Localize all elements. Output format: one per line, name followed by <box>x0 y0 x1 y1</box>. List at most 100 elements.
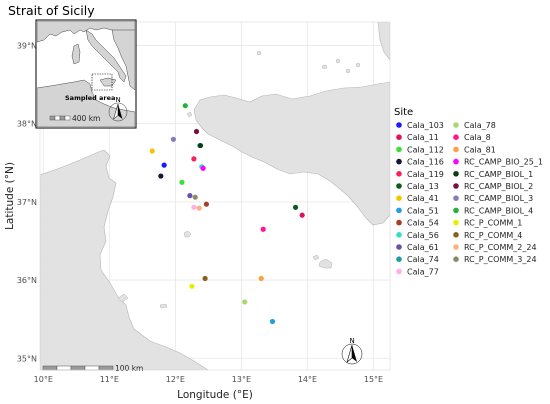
north-arrow-half-light <box>346 344 353 363</box>
site-point-cala-116: Cala_116 <box>158 173 164 179</box>
legend-column-1: Cala_103 Cala_11 Cala_112 Cala_116 Cala_119 C… <box>396 121 444 276</box>
inset-scale-segment <box>49 115 56 121</box>
legend-key <box>453 158 459 165</box>
inset-scale-bar: 400 km <box>49 114 100 123</box>
inset-north-half-dark <box>118 104 123 119</box>
inset-map: Sampled area 400 km N <box>35 19 137 129</box>
legend-label: Cala_54 <box>407 219 439 228</box>
site-point-rc-p-comm-1: RC_P_COMM_1 <box>189 283 195 289</box>
site-point-cala-119: Cala_119 <box>191 156 197 162</box>
legend-title: Site <box>394 107 413 118</box>
legend-column-2: Cala_78 Cala_8 Cala_81 RC_CAMP_BIO_25_1 RC_C… <box>453 121 543 264</box>
legend-key <box>396 122 402 128</box>
legend-label: RC_CAMP_BIOL_1 <box>464 170 533 179</box>
y-axis-title: Latitude (°N) <box>4 162 16 230</box>
site-point-rc-camp-biol-4: RC_CAMP_BIOL_4 <box>182 103 188 109</box>
site-point-rc-p-comm-4: RC_P_COMM_4 <box>202 275 208 282</box>
legend-key <box>396 146 402 153</box>
legend-label: Cala_112 <box>407 145 444 154</box>
site-point-cala-77: Cala_77 <box>191 204 197 210</box>
legend-label: Cala_11 <box>407 133 439 142</box>
site-point-rc-camp-bio-25-1: RC_CAMP_BIO_25_1 <box>200 165 206 171</box>
legend-label: RC_P_COMM_2_24 <box>464 243 537 252</box>
site-point-rc-camp-biol-2: RC_CAMP_BIOL_2 <box>193 128 200 135</box>
site-points: Cala_103 Cala_11 Cala_112 Cala_116 Cala_119 C… <box>149 103 305 325</box>
legend-key <box>396 244 402 250</box>
aeolian-island-c <box>345 68 351 74</box>
y-tick-label: 36°N <box>17 276 37 285</box>
gozo-island <box>312 254 320 261</box>
x-tick-label: 14°E <box>298 375 317 384</box>
legend-key <box>396 207 402 214</box>
site-point-cala-61: Cala_61 <box>187 193 193 199</box>
legend-key <box>396 232 402 238</box>
site-point-cala-11: Cala_11 <box>299 212 305 218</box>
legend-key <box>396 171 402 177</box>
legend-label: Cala_61 <box>407 243 439 252</box>
site-point-cala-8: Cala_8 <box>260 226 266 232</box>
legend-label: RC_P_COMM_4 <box>464 231 522 240</box>
aeolian-island-d <box>355 62 361 68</box>
legend-label: RC_CAMP_BIOL_2 <box>464 182 533 191</box>
site-point-rc-p-comm-2-24: RC_P_COMM_2_24 <box>196 205 202 211</box>
site-point-cala-112: Cala_112 <box>179 179 185 185</box>
north-arrow-icon: N <box>341 337 363 365</box>
legend-label: RC_P_COMM_3_24 <box>464 255 537 264</box>
scale-bar-segment <box>56 365 72 371</box>
site-point-cala-13: Cala_13 <box>292 204 299 210</box>
legend-key <box>396 134 402 140</box>
legend-label: RC_CAMP_BIO_25_1 <box>464 158 543 167</box>
site-point-cala-41: Cala_41 <box>149 148 155 154</box>
ustica-island <box>256 50 262 56</box>
legend-label: Cala_13 <box>407 182 439 191</box>
aeolian-island-a <box>321 64 328 70</box>
inset-north-half-light <box>113 103 119 120</box>
sicily-landmass <box>193 81 390 226</box>
inset-balkans <box>111 29 135 91</box>
inset-sampled-box <box>91 73 113 91</box>
legend-label: Cala_119 <box>407 170 444 179</box>
legend-label: RC_CAMP_BIOL_3 <box>464 194 533 203</box>
map-title: Strait of Sicily <box>8 3 95 18</box>
legend-key <box>453 244 459 250</box>
scale-bar-segment <box>98 365 114 371</box>
site-point-rc-p-comm-3-24: RC_P_COMM_3_24 <box>192 194 198 200</box>
legend-key <box>396 256 402 263</box>
y-tick-label: 38°N <box>17 120 37 129</box>
pantelleria-island <box>183 230 192 238</box>
legend-label: Cala_103 <box>407 121 444 130</box>
inset-north-ring <box>108 102 128 122</box>
inset-africa <box>37 79 135 127</box>
kerkennah-island <box>117 293 129 303</box>
north-arrow-ring <box>341 343 363 365</box>
inset-sampled-label: Sampled area <box>65 94 115 102</box>
inset-north-arrow-icon: N <box>108 96 128 122</box>
legend-key <box>453 134 459 140</box>
legend-label: Cala_77 <box>407 267 439 276</box>
legend-key <box>453 207 459 214</box>
site-point-rc-camp-biol-1: RC_CAMP_BIOL_1 <box>197 142 204 149</box>
egadi-islands <box>186 111 193 118</box>
tunisia-landmass <box>40 149 209 370</box>
legend-key <box>396 183 402 189</box>
y-tick-label: 37°N <box>17 198 37 207</box>
site-point-rc-camp-biol-3: RC_CAMP_BIOL_3 <box>170 136 176 142</box>
calabria-landmass <box>377 22 390 61</box>
scale-bar-segment <box>84 365 100 371</box>
legend-key <box>453 183 459 189</box>
x-tick-label: 11°E <box>100 375 119 384</box>
map-panel: Cala_103 Cala_11 Cala_112 Cala_116 Cala_119 C… <box>17 21 391 384</box>
legend-label: Cala_51 <box>407 206 439 215</box>
inset-scale-segment <box>64 115 71 121</box>
legend-key <box>396 158 402 165</box>
x-tick-label: 15°E <box>364 375 383 384</box>
legend-key <box>453 219 459 226</box>
land-layer <box>40 22 390 370</box>
scale-bar-label: 100 km <box>115 364 143 373</box>
legend-key <box>396 219 402 226</box>
inset-sardinia <box>71 43 81 65</box>
north-label: N <box>350 337 355 345</box>
legend-key <box>453 195 459 201</box>
